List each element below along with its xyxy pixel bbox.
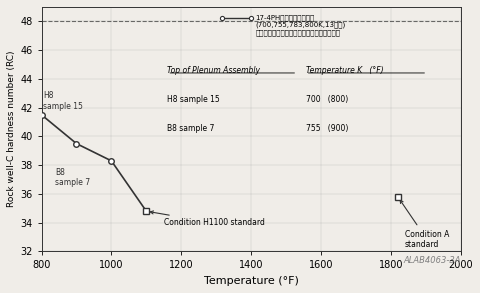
Text: Condition A
standard: Condition A standard [400, 200, 449, 249]
Text: Temperature K   (°F): Temperature K (°F) [306, 66, 383, 75]
Text: 17-4PH商用材の焼錐試験
(700,755,783,800K,13時間)
で評価した温度とロックウェル硬度の関係式: 17-4PH商用材の焼錐試験 (700,755,783,800K,13時間) で… [255, 14, 346, 36]
Y-axis label: Rock well-C hardness number (RC): Rock well-C hardness number (RC) [7, 51, 16, 207]
Text: Condition H1100 standard: Condition H1100 standard [150, 211, 264, 227]
Text: 700   (800): 700 (800) [306, 95, 348, 104]
Text: Top of Plenum Assembly: Top of Plenum Assembly [168, 66, 260, 75]
Text: H8
sample 15: H8 sample 15 [43, 91, 83, 110]
Text: ALAB4063-3A: ALAB4063-3A [403, 256, 461, 265]
Text: B8
sample 7: B8 sample 7 [56, 168, 91, 188]
X-axis label: Temperature (°F): Temperature (°F) [204, 276, 299, 286]
Text: 755   (900): 755 (900) [306, 124, 348, 133]
Text: H8 sample 15: H8 sample 15 [168, 95, 220, 104]
Text: B8 sample 7: B8 sample 7 [168, 124, 215, 133]
